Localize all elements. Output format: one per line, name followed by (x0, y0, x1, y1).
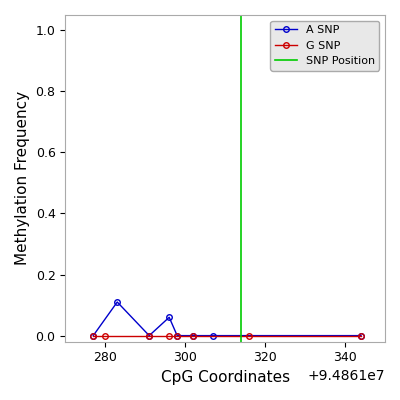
Line: G SNP: G SNP (90, 333, 364, 338)
G SNP (359, 333, 364, 338)
A SNP (359, 333, 364, 338)
Legend: A SNP, G SNP, SNP Position: A SNP, G SNP, SNP Position (270, 20, 380, 70)
G SNP (103, 333, 108, 338)
G SNP (191, 333, 196, 338)
G SNP (167, 333, 172, 338)
G SNP (175, 333, 180, 338)
G SNP (147, 333, 152, 338)
X-axis label: CpG Coordinates: CpG Coordinates (160, 370, 290, 385)
A SNP (191, 333, 196, 338)
A SNP (115, 300, 120, 304)
A SNP (211, 333, 216, 338)
A SNP (175, 333, 180, 338)
Line: A SNP: A SNP (90, 299, 364, 338)
A SNP (167, 315, 172, 320)
G SNP (247, 333, 252, 338)
Y-axis label: Methylation Frequency: Methylation Frequency (15, 91, 30, 266)
A SNP (91, 333, 96, 338)
A SNP (147, 333, 152, 338)
G SNP (91, 333, 96, 338)
